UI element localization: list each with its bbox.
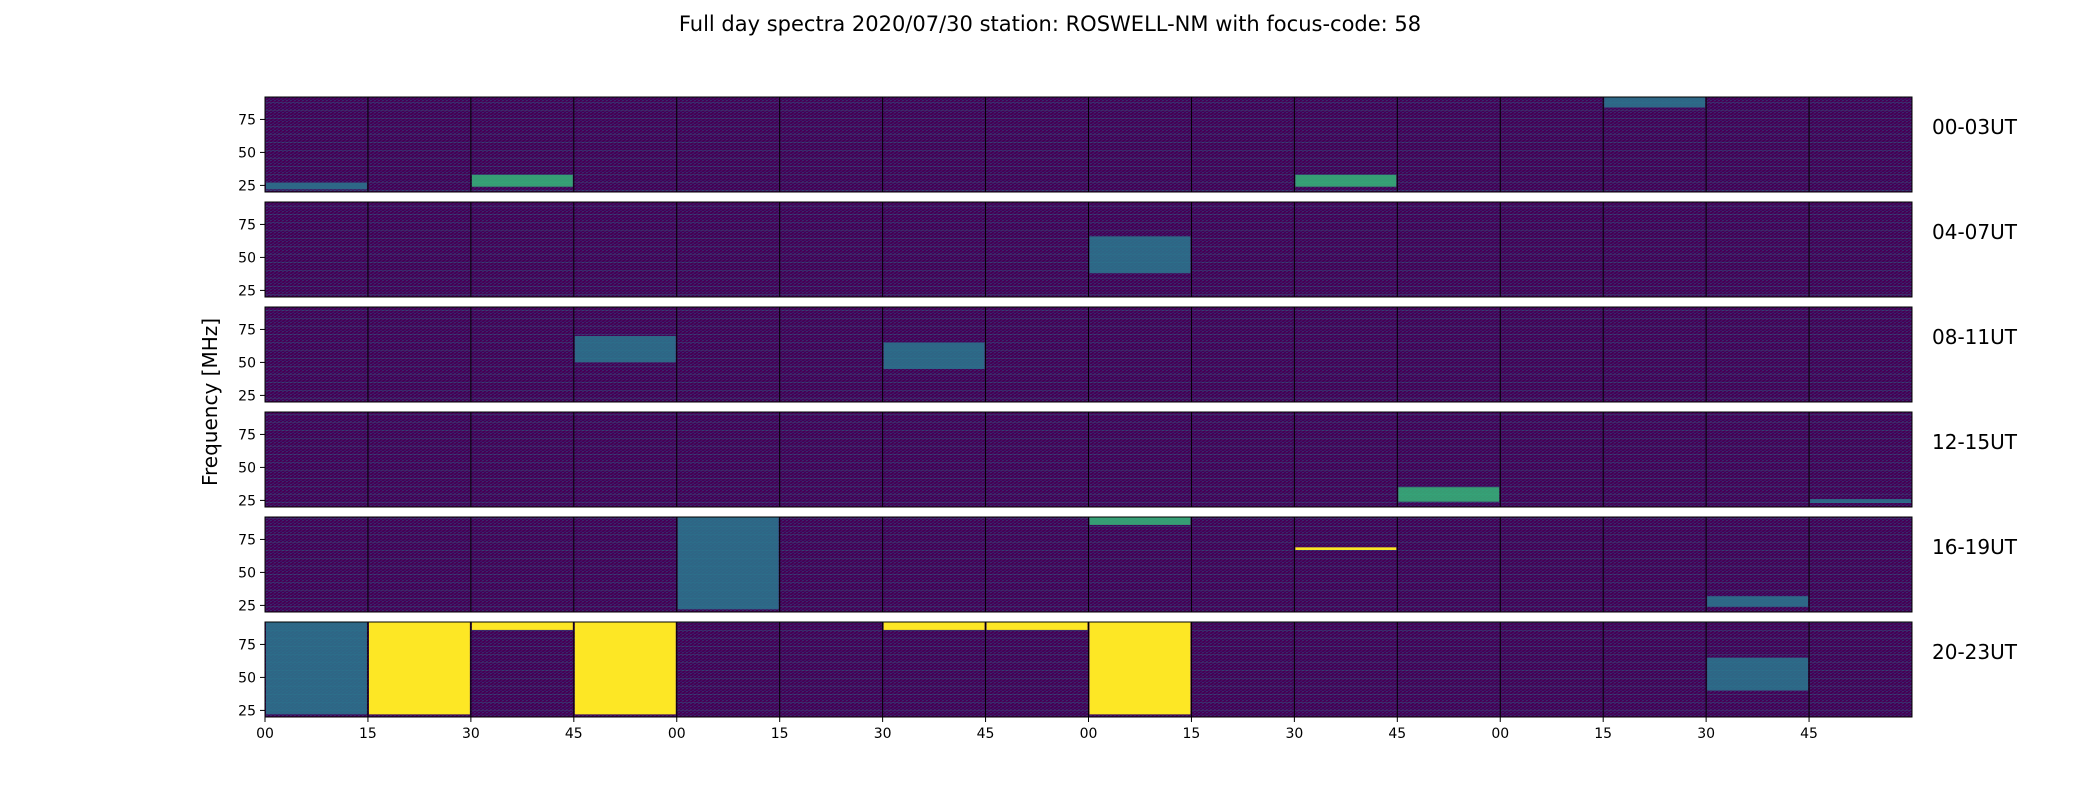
y-tick-label: 75 — [238, 112, 256, 128]
row-time-label: 00-03UT — [1932, 115, 2018, 139]
row-time-label: 20-23UT — [1932, 640, 2018, 664]
spectral-event — [266, 182, 367, 190]
x-tick-label: 00 — [1491, 726, 1509, 742]
spectral-event — [883, 342, 985, 370]
y-tick-label: 25 — [238, 178, 256, 194]
x-tick-label: 15 — [359, 726, 377, 742]
x-tick-label: 00 — [256, 726, 274, 742]
x-tick-label: 15 — [771, 726, 789, 742]
row-time-label: 16-19UT — [1932, 535, 2018, 559]
y-tick-label: 75 — [238, 217, 256, 233]
y-tick-label: 50 — [238, 670, 256, 686]
y-tick-label: 75 — [238, 532, 256, 548]
y-tick-label: 25 — [238, 388, 256, 404]
y-tick-label: 75 — [238, 637, 256, 653]
spectral-event — [471, 174, 573, 187]
x-tick-label: 00 — [668, 726, 686, 742]
spectral-event — [1810, 499, 1911, 504]
x-tick-label: 30 — [462, 726, 480, 742]
x-tick-label: 15 — [1594, 726, 1612, 742]
x-tick-label: 00 — [1080, 726, 1098, 742]
spectral-event — [1089, 517, 1191, 525]
y-tick-label: 25 — [238, 703, 256, 719]
y-tick-label: 50 — [238, 250, 256, 266]
spectra-row: 25 50 75 08-11UT — [238, 306, 2018, 404]
spectral-event — [1295, 547, 1397, 550]
spectral-event — [1707, 596, 1809, 607]
spectral-event — [1089, 622, 1191, 715]
y-tick-label: 50 — [238, 355, 256, 371]
y-tick-label: 25 — [238, 283, 256, 299]
row-frame — [264, 516, 1913, 613]
spectral-event — [1398, 487, 1500, 502]
spectral-event — [368, 622, 470, 715]
x-tick-label: 45 — [1800, 726, 1818, 742]
spectra-row: 25 50 75 12-15UT — [238, 411, 2018, 509]
x-tick-label: 30 — [1285, 726, 1303, 742]
row-frame — [264, 201, 1913, 298]
y-tick-label: 75 — [238, 427, 256, 443]
x-tick-label: 15 — [1183, 726, 1201, 742]
row-frame — [264, 306, 1913, 403]
spectra-row: 25 50 75 04-07UT — [238, 201, 2018, 299]
y-tick-label: 25 — [238, 493, 256, 509]
y-tick-label: 50 — [238, 460, 256, 476]
row-time-label: 12-15UT — [1932, 430, 2018, 454]
row-time-label: 04-07UT — [1932, 220, 2018, 244]
x-tick-label: 30 — [874, 726, 892, 742]
spectral-event — [1707, 657, 1809, 691]
x-tick-label: 45 — [1388, 726, 1406, 742]
y-tick-label: 75 — [238, 322, 256, 338]
spectral-event — [471, 622, 573, 630]
spectral-event — [883, 622, 985, 630]
x-tick-label: 30 — [1697, 726, 1715, 742]
spectral-event — [1604, 97, 1706, 108]
spectral-event — [677, 517, 779, 610]
row-frame — [264, 96, 1913, 193]
row-time-label: 08-11UT — [1932, 325, 2018, 349]
y-tick-label: 50 — [238, 565, 256, 581]
row-frame — [264, 411, 1913, 508]
spectral-event — [574, 336, 676, 363]
spectral-event — [266, 622, 367, 715]
x-tick-label: 45 — [977, 726, 995, 742]
spectra-row: 25 50 75 16-19UT — [238, 516, 2018, 614]
spectral-event — [1089, 236, 1191, 274]
spectra-row: 25 50 75 00-03UT — [238, 96, 2018, 194]
spectral-event — [986, 622, 1088, 630]
y-tick-label: 50 — [238, 145, 256, 161]
x-tick-label: 45 — [565, 726, 583, 742]
chart-title: Full day spectra 2020/07/30 station: ROS… — [678, 12, 1422, 36]
spectra-row: 25 50 75 20-23UT — [238, 621, 2018, 719]
y-tick-label: 25 — [238, 598, 256, 614]
spectral-event — [574, 622, 676, 715]
spectral-event — [1295, 174, 1397, 187]
